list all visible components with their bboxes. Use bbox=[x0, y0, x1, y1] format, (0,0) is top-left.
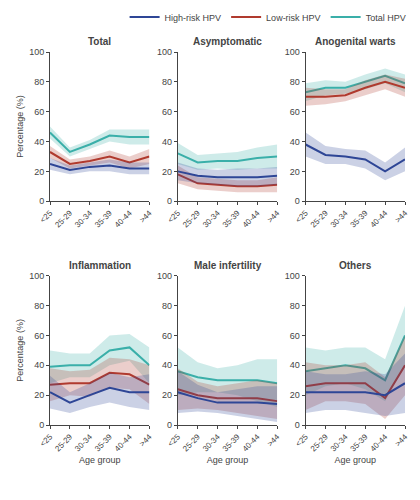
svg-text:20: 20 bbox=[290, 390, 300, 400]
svg-text:60: 60 bbox=[34, 331, 44, 341]
svg-text:35-39: 35-39 bbox=[93, 208, 114, 229]
svg-text:80: 80 bbox=[34, 77, 44, 87]
svg-text:20: 20 bbox=[290, 167, 300, 177]
svg-text:Age group: Age group bbox=[79, 455, 121, 465]
svg-text:40-44: 40-44 bbox=[113, 208, 134, 229]
svg-text:40: 40 bbox=[162, 360, 172, 370]
svg-text:0: 0 bbox=[167, 420, 172, 430]
svg-text:<25: <25 bbox=[38, 432, 54, 448]
svg-text:30-34: 30-34 bbox=[329, 432, 350, 453]
svg-text:Male infertility: Male infertility bbox=[194, 260, 262, 271]
svg-text:Asymptomatic: Asymptomatic bbox=[193, 36, 262, 47]
svg-text:40: 40 bbox=[290, 137, 300, 147]
svg-text:25-29: 25-29 bbox=[181, 208, 202, 229]
svg-text:0: 0 bbox=[167, 196, 172, 206]
svg-text:>44: >44 bbox=[265, 208, 281, 224]
svg-text:30-34: 30-34 bbox=[201, 208, 222, 229]
svg-text:25-29: 25-29 bbox=[309, 208, 330, 229]
svg-text:Age group: Age group bbox=[207, 455, 249, 465]
svg-text:60: 60 bbox=[290, 331, 300, 341]
svg-text:40-44: 40-44 bbox=[113, 432, 134, 453]
svg-text:80: 80 bbox=[290, 301, 300, 311]
svg-text:20: 20 bbox=[34, 390, 44, 400]
svg-text:40: 40 bbox=[34, 360, 44, 370]
svg-text:<25: <25 bbox=[166, 208, 182, 224]
svg-text:Percentage (%): Percentage (%) bbox=[15, 319, 25, 382]
svg-text:40: 40 bbox=[34, 137, 44, 147]
svg-text:80: 80 bbox=[162, 301, 172, 311]
svg-text:>44: >44 bbox=[393, 432, 409, 448]
svg-text:60: 60 bbox=[34, 107, 44, 117]
svg-text:60: 60 bbox=[162, 331, 172, 341]
svg-text:30-34: 30-34 bbox=[73, 208, 94, 229]
svg-text:20: 20 bbox=[34, 167, 44, 177]
svg-text:<25: <25 bbox=[38, 208, 54, 224]
svg-text:25-29: 25-29 bbox=[53, 432, 74, 453]
svg-text:Inflammation: Inflammation bbox=[69, 260, 131, 271]
svg-text:>44: >44 bbox=[265, 432, 281, 448]
svg-text:>44: >44 bbox=[138, 432, 154, 448]
svg-text:40: 40 bbox=[162, 137, 172, 147]
svg-text:80: 80 bbox=[34, 301, 44, 311]
svg-text:>44: >44 bbox=[393, 208, 409, 224]
svg-text:35-39: 35-39 bbox=[349, 432, 370, 453]
svg-text:>44: >44 bbox=[138, 208, 154, 224]
svg-text:Anogenital warts: Anogenital warts bbox=[315, 36, 396, 47]
svg-text:Others: Others bbox=[339, 260, 372, 271]
svg-text:100: 100 bbox=[157, 271, 172, 281]
svg-text:60: 60 bbox=[290, 107, 300, 117]
svg-text:40-44: 40-44 bbox=[241, 208, 262, 229]
svg-text:35-39: 35-39 bbox=[221, 432, 242, 453]
svg-text:100: 100 bbox=[29, 47, 44, 57]
svg-text:0: 0 bbox=[295, 196, 300, 206]
svg-text:25-29: 25-29 bbox=[181, 432, 202, 453]
svg-text:0: 0 bbox=[39, 196, 44, 206]
svg-text:<25: <25 bbox=[294, 208, 310, 224]
svg-text:40-44: 40-44 bbox=[369, 208, 390, 229]
svg-text:High-risk HPV: High-risk HPV bbox=[165, 13, 222, 23]
svg-text:35-39: 35-39 bbox=[221, 208, 242, 229]
svg-text:35-39: 35-39 bbox=[349, 208, 370, 229]
svg-text:Total HPV: Total HPV bbox=[366, 13, 406, 23]
svg-text:<25: <25 bbox=[294, 432, 310, 448]
svg-text:<25: <25 bbox=[166, 432, 182, 448]
svg-text:30-34: 30-34 bbox=[201, 432, 222, 453]
svg-text:80: 80 bbox=[162, 77, 172, 87]
svg-text:100: 100 bbox=[157, 47, 172, 57]
svg-text:30-34: 30-34 bbox=[73, 432, 94, 453]
svg-text:25-29: 25-29 bbox=[309, 432, 330, 453]
svg-text:20: 20 bbox=[162, 390, 172, 400]
svg-text:100: 100 bbox=[285, 271, 300, 281]
svg-text:100: 100 bbox=[285, 47, 300, 57]
svg-text:0: 0 bbox=[39, 420, 44, 430]
svg-text:40-44: 40-44 bbox=[241, 432, 262, 453]
svg-text:80: 80 bbox=[290, 77, 300, 87]
svg-text:Percentage (%): Percentage (%) bbox=[15, 95, 25, 158]
svg-text:35-39: 35-39 bbox=[93, 432, 114, 453]
svg-text:25-29: 25-29 bbox=[53, 208, 74, 229]
svg-text:100: 100 bbox=[29, 271, 44, 281]
svg-text:Age group: Age group bbox=[335, 455, 377, 465]
svg-text:40: 40 bbox=[290, 360, 300, 370]
svg-text:20: 20 bbox=[162, 167, 172, 177]
svg-text:Low-risk HPV: Low-risk HPV bbox=[266, 13, 321, 23]
svg-text:40-44: 40-44 bbox=[369, 432, 390, 453]
svg-text:60: 60 bbox=[162, 107, 172, 117]
svg-text:0: 0 bbox=[295, 420, 300, 430]
svg-text:30-34: 30-34 bbox=[329, 208, 350, 229]
svg-text:Total: Total bbox=[88, 36, 111, 47]
